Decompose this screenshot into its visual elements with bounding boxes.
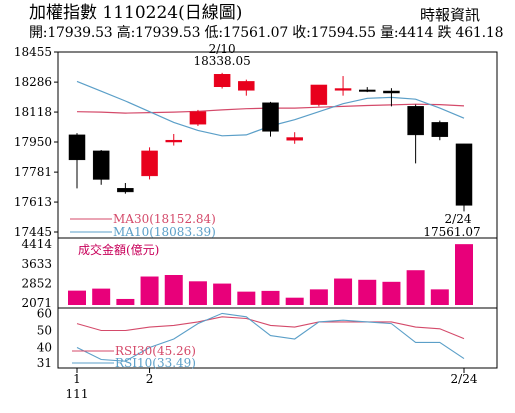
price-tick-label: 18286 xyxy=(14,75,52,89)
candle-body xyxy=(262,102,279,132)
candle-body xyxy=(141,150,158,177)
volume-bar xyxy=(116,298,135,305)
price-tick-label: 18455 xyxy=(14,45,52,59)
volume-bar xyxy=(140,276,159,305)
x-tick-label: 1 xyxy=(73,372,81,386)
low-value-label: 17561.07 xyxy=(423,225,480,239)
candle-body xyxy=(383,90,400,94)
candle-body xyxy=(92,150,110,180)
rsi-line-rsi10 xyxy=(76,312,465,362)
rsi-legend-label: RSI30(45.26) xyxy=(115,344,196,358)
volume-bar xyxy=(334,278,353,305)
candle-body xyxy=(189,111,207,125)
candle-body xyxy=(68,134,86,161)
rsi-tick-label: 60 xyxy=(37,306,52,320)
rsi-tick-label: 31 xyxy=(37,356,52,370)
volume-bar xyxy=(68,290,86,305)
candle-body xyxy=(359,89,376,92)
price-tick-label: 17445 xyxy=(14,225,52,239)
legend-label: MA10(18083.39) xyxy=(113,225,216,239)
rsi-tick-label: 40 xyxy=(37,341,52,355)
low-date-label: 2/24 xyxy=(445,212,472,226)
candle-body xyxy=(165,139,182,143)
legend-label: MA30(18152.84) xyxy=(113,212,216,226)
rsi-tick-label: 50 xyxy=(37,323,52,337)
candle-body xyxy=(431,122,449,137)
volume-title: 成交金額(億元) xyxy=(78,242,159,257)
candle-body xyxy=(213,74,231,88)
volume-bar xyxy=(164,275,183,305)
ohlc-stats: 開:17939.53 高:17939.53 低:17561.07 收:17594… xyxy=(29,25,504,41)
candle-body xyxy=(286,137,303,141)
plot-frame xyxy=(57,51,498,369)
x-tick-label: 2/24 xyxy=(451,372,478,386)
high-value-label: 18338.05 xyxy=(193,54,250,68)
x-tick-label: 2 xyxy=(146,372,154,386)
volume-bar xyxy=(261,290,280,305)
candle-body xyxy=(117,188,134,193)
volume-bar xyxy=(406,270,425,305)
candle-body xyxy=(334,88,352,91)
volume-bar xyxy=(92,288,111,305)
volume-bar xyxy=(430,289,449,305)
rsi-line-rsi30 xyxy=(76,316,465,340)
candle-body xyxy=(455,143,473,206)
rsi-legend-label: RSI10(33.49) xyxy=(115,356,196,370)
volume-bar xyxy=(358,279,377,305)
volume-bar xyxy=(237,291,256,305)
volume-tick-label: 2852 xyxy=(21,277,52,291)
price-tick-label: 17781 xyxy=(14,165,52,179)
volume-tick-label: 3633 xyxy=(21,257,52,271)
volume-bar xyxy=(285,297,304,305)
source-label: 時報資訊 xyxy=(420,6,481,24)
price-tick-label: 17613 xyxy=(14,195,52,209)
year-label: 111 xyxy=(66,387,89,401)
candle-body xyxy=(238,81,255,91)
volume-bar xyxy=(188,281,207,305)
candle-body xyxy=(407,106,424,136)
volume-bar xyxy=(382,281,401,305)
volume-bar xyxy=(213,283,232,305)
candle-body xyxy=(310,84,328,105)
price-tick-label: 18118 xyxy=(14,105,52,119)
volume-bar xyxy=(309,289,328,305)
volume-tick-label: 2071 xyxy=(21,296,52,310)
volume-bar xyxy=(455,244,473,305)
high-date-label: 2/10 xyxy=(209,42,236,56)
price-tick-label: 17950 xyxy=(14,135,52,149)
volume-tick-label: 4414 xyxy=(21,237,52,251)
chart-title: 加權指數 1110224(日線圖) xyxy=(29,3,243,23)
